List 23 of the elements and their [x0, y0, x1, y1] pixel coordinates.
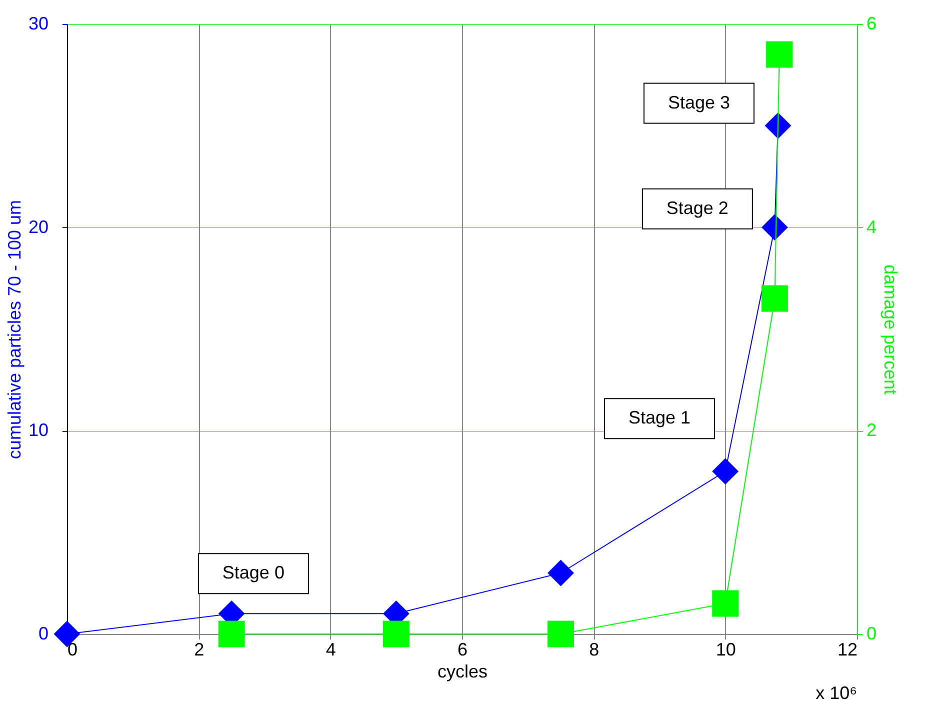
y2-tick-label: 2	[866, 420, 877, 440]
annotation: Stage 1	[628, 408, 691, 428]
y-tick-label: 20	[28, 216, 48, 237]
y2-tick-label: 4	[866, 216, 877, 237]
x-tick-label: 4	[326, 640, 336, 660]
x-tick-label: 2	[194, 640, 204, 660]
y-tick-label: 0	[38, 624, 48, 644]
y2-axis-title: damage percent	[880, 264, 901, 395]
text: x 10⁶	[816, 683, 857, 703]
x-tick-label: 12	[837, 640, 858, 660]
x-tick-label: 6	[457, 640, 468, 660]
y2-tick-label: 6	[866, 14, 877, 34]
y-tick-label: 10	[28, 420, 48, 440]
annotation: Stage 3	[668, 92, 730, 112]
y-tick-label: 30	[28, 14, 48, 34]
annotation: Stage 0	[222, 562, 284, 583]
x-tick-label: 0	[68, 640, 78, 660]
annotation: Stage 2	[666, 198, 728, 218]
x-tick-label: 10	[716, 640, 736, 660]
x-axis-title: cycles	[437, 662, 488, 682]
x-tick-label: 8	[589, 640, 600, 660]
y2-tick-label: 0	[866, 624, 877, 644]
y-axis-title: cumulative particles 70 - 100 um	[4, 200, 24, 460]
